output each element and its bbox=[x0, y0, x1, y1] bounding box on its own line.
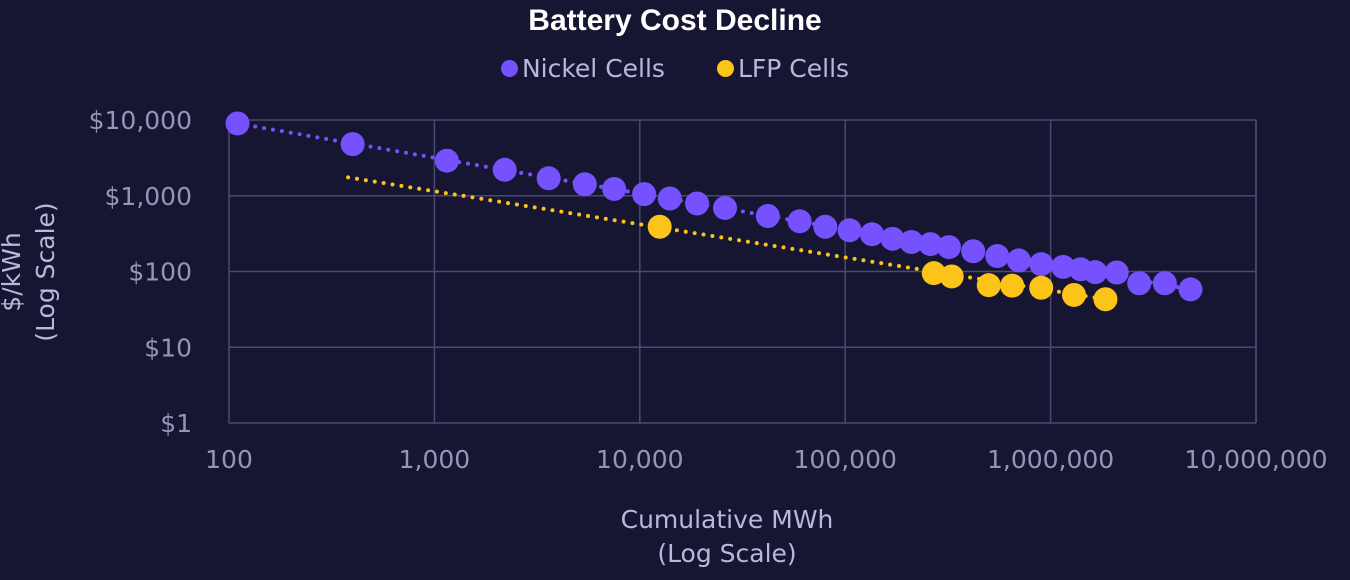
data-point-nickel bbox=[755, 204, 780, 229]
data-point-nickel bbox=[536, 166, 561, 191]
legend-marker-lfp bbox=[716, 60, 734, 77]
grid bbox=[228, 119, 1257, 424]
legend-marker-nickel bbox=[500, 60, 518, 77]
x-tick-label: 100,000 bbox=[794, 445, 897, 474]
y-axis-title-line1: $/kWh bbox=[0, 232, 26, 311]
data-point-nickel bbox=[340, 132, 365, 157]
data-point-lfp bbox=[921, 261, 946, 286]
y-axis-title-line2: (Log Scale) bbox=[31, 202, 60, 341]
data-point-nickel bbox=[632, 182, 657, 207]
data-point-nickel bbox=[713, 195, 738, 220]
y-tick-label: $1,000 bbox=[105, 182, 192, 211]
legend-item-nickel: Nickel Cells bbox=[500, 54, 665, 83]
y-tick-label: $10 bbox=[144, 333, 192, 362]
data-point-nickel bbox=[492, 157, 517, 182]
data-point-lfp bbox=[647, 214, 672, 239]
data-point-nickel bbox=[985, 244, 1010, 269]
x-axis-title-line1: Cumulative MWh bbox=[621, 505, 834, 534]
x-tick-label: 10,000 bbox=[596, 445, 683, 474]
legend-label-lfp: LFP Cells bbox=[737, 54, 850, 83]
y-tick-label: $1 bbox=[160, 409, 192, 438]
data-point-nickel bbox=[899, 230, 924, 255]
trendline-nickel bbox=[235, 121, 1193, 292]
data-point-nickel bbox=[837, 218, 862, 243]
y-tick-label: $100 bbox=[128, 258, 192, 287]
data-point-nickel bbox=[936, 235, 961, 260]
x-tick-label: 100 bbox=[205, 445, 253, 474]
data-point-nickel bbox=[961, 239, 986, 264]
y-axis-title: $/kWh (Log Scale) bbox=[0, 202, 60, 341]
data-point-nickel bbox=[1083, 260, 1108, 285]
data-point-lfp bbox=[939, 264, 964, 289]
data-point-lfp bbox=[976, 273, 1001, 298]
chart-title: Battery Cost Decline bbox=[528, 4, 822, 37]
data-point-nickel bbox=[787, 209, 812, 234]
data-point-nickel bbox=[434, 148, 459, 173]
x-tick-label: 1,000,000 bbox=[987, 445, 1114, 474]
data-points bbox=[225, 111, 1203, 312]
data-point-nickel bbox=[918, 232, 943, 257]
legend-label-nickel: Nickel Cells bbox=[521, 54, 665, 83]
data-point-nickel bbox=[813, 214, 838, 239]
tick-labels: 100 1,000 10,000 100,000 1,000,000 10,000,000… bbox=[89, 106, 1328, 474]
y-tick-label: $10,000 bbox=[89, 106, 192, 135]
x-axis-title-line2: (Log Scale) bbox=[657, 539, 796, 568]
data-point-nickel bbox=[1104, 260, 1129, 285]
data-point-nickel bbox=[225, 111, 250, 136]
legend-item-lfp: LFP Cells bbox=[716, 54, 850, 83]
legend: Nickel Cells LFP Cells bbox=[0, 54, 1350, 83]
data-point-nickel bbox=[572, 172, 597, 197]
data-point-lfp bbox=[1029, 275, 1054, 300]
data-point-nickel bbox=[1051, 254, 1076, 279]
x-tick-label: 1,000 bbox=[399, 445, 471, 474]
data-point-nickel bbox=[1006, 248, 1031, 273]
data-point-lfp bbox=[1093, 287, 1118, 312]
data-point-nickel bbox=[1127, 271, 1152, 296]
data-point-nickel bbox=[657, 186, 682, 211]
data-point-nickel bbox=[880, 226, 905, 251]
data-point-lfp bbox=[1062, 282, 1087, 307]
data-point-nickel bbox=[1178, 277, 1203, 302]
data-point-lfp bbox=[1000, 273, 1025, 298]
data-point-nickel bbox=[685, 191, 710, 216]
data-point-nickel bbox=[859, 222, 884, 247]
data-point-nickel bbox=[602, 176, 627, 201]
data-point-nickel bbox=[1152, 271, 1177, 296]
data-point-nickel bbox=[1029, 252, 1054, 277]
x-tick-label: 10,000,000 bbox=[1184, 445, 1327, 474]
